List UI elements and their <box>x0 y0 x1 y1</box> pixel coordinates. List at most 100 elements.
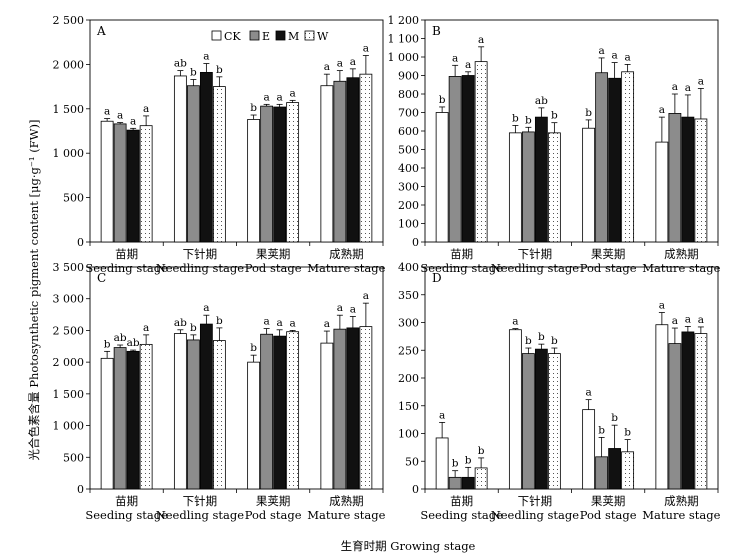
bar-e <box>595 456 609 490</box>
bar-m <box>346 327 360 490</box>
significance-label: a <box>203 302 209 314</box>
y-tick-label: 100 <box>398 428 419 441</box>
bar-w <box>359 73 373 243</box>
bar-e <box>260 105 274 243</box>
significance-label: a <box>598 45 604 57</box>
legend-swatch-ck <box>211 30 222 41</box>
category-label-en: Seeding stage <box>85 261 168 275</box>
y-tick-label: 2 000 <box>53 58 85 71</box>
y-tick-label: 800 <box>398 88 419 101</box>
bar-w <box>359 326 373 490</box>
y-tick-label: 1 000 <box>53 420 85 433</box>
category-label-cn: 苗期 <box>115 247 138 261</box>
bar-w <box>621 71 635 243</box>
bar-ck <box>655 141 669 243</box>
bar-e <box>595 72 609 243</box>
legend-label-w: W <box>317 30 329 43</box>
significance-label: b <box>538 331 545 343</box>
category-label-en: Mature stage <box>642 261 720 275</box>
panel-b: B 0 100 200 300 400 500 600 700 800 900 1 000 1 100 1… <box>388 14 721 275</box>
bar-m <box>273 106 287 243</box>
panel-letter-a: A <box>96 24 106 38</box>
bar-m <box>461 476 475 490</box>
significance-label: ab <box>114 332 127 344</box>
category-label-cn: 苗期 <box>450 247 473 261</box>
significance-label: a <box>452 52 458 64</box>
significance-label: a <box>263 91 269 103</box>
bar-ck <box>508 132 522 243</box>
category-label-en: Seeding stage <box>420 261 503 275</box>
bar-m <box>681 116 695 243</box>
bar-e <box>448 76 462 243</box>
significance-label: a <box>672 315 678 327</box>
y-axis-title: 光合色素含量 Photosynthetic pigment content [μ… <box>27 120 41 461</box>
significance-label: a <box>659 104 665 116</box>
category-label-en: Pod stage <box>580 508 637 522</box>
category-label-cn: 下针期 <box>518 494 553 508</box>
bar-e <box>333 328 347 490</box>
panel-letter-b: B <box>432 24 441 38</box>
bar-m <box>534 116 548 243</box>
x-axis-title: 生育时期 Growing stage <box>341 539 476 553</box>
significance-label: b <box>452 458 459 470</box>
bar-ck <box>100 120 114 243</box>
bar-w <box>547 353 561 490</box>
significance-label: a <box>363 43 369 55</box>
significance-label: b <box>216 315 223 327</box>
bar-w <box>694 118 708 243</box>
significance-label: b <box>190 66 197 78</box>
bar-ck <box>320 85 334 243</box>
bar-m <box>199 323 213 490</box>
significance-label: b <box>478 445 485 457</box>
significance-label: a <box>130 115 136 127</box>
category-label-en: Needling stage <box>156 261 245 275</box>
category-label-en: Seeding stage <box>85 508 168 522</box>
significance-label: a <box>363 290 369 302</box>
significance-label: a <box>104 106 110 118</box>
bar-ck <box>247 119 261 243</box>
bar-w <box>212 340 226 490</box>
bar-ck <box>435 112 449 243</box>
bar-e <box>668 113 682 243</box>
significance-label: a <box>512 316 518 328</box>
category-label-en: Needling stage <box>156 508 245 522</box>
bar-e <box>448 476 462 490</box>
y-tick-label: 400 <box>398 261 419 274</box>
bar-w <box>694 333 708 490</box>
y-tick-label: 0 <box>77 483 84 496</box>
significance-label: a <box>350 303 356 315</box>
y-tick-label: 100 <box>398 218 419 231</box>
bar-m <box>199 71 213 243</box>
category-label-cn: 成熟期 <box>329 494 364 508</box>
significance-label: a <box>465 59 471 71</box>
y-tick-label: 0 <box>77 236 84 249</box>
bar-ck <box>435 437 449 490</box>
significance-label: a <box>337 302 343 314</box>
y-tick-label: 500 <box>63 451 84 464</box>
y-tick-label: 1 000 <box>388 51 420 64</box>
category-label-cn: 苗期 <box>115 494 138 508</box>
significance-label: a <box>117 110 123 122</box>
category-label-en: Mature stage <box>307 261 385 275</box>
bar-e <box>521 131 535 243</box>
bar-e <box>333 80 347 243</box>
bar-ck <box>508 329 522 490</box>
y-tick-label: 200 <box>398 372 419 385</box>
significance-label: a <box>324 318 330 330</box>
y-tick-label: 150 <box>398 400 419 413</box>
bar-w <box>547 132 561 243</box>
y-tick-label: 3 500 <box>53 261 85 274</box>
bar-m <box>346 77 360 243</box>
significance-label: a <box>698 314 704 326</box>
y-tick-label: 250 <box>398 344 419 357</box>
bar-e <box>186 339 200 490</box>
y-tick-label: 500 <box>63 192 84 205</box>
category-label-en: Mature stage <box>307 508 385 522</box>
bar-w <box>139 125 153 243</box>
bar-m <box>273 335 287 490</box>
bar-e <box>260 333 274 490</box>
significance-label: a <box>289 317 295 329</box>
significance-label: ab <box>174 58 187 70</box>
significance-label: b <box>512 112 519 124</box>
